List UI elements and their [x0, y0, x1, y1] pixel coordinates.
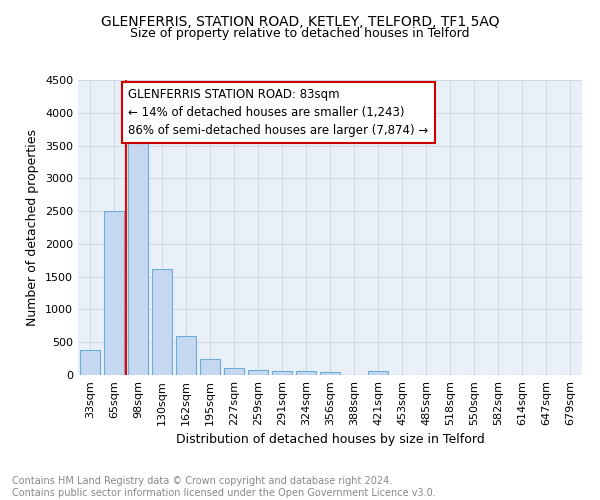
Bar [200, 360, 220, 375]
Bar [224, 368, 244, 375]
Bar [296, 372, 316, 375]
Bar [176, 336, 196, 375]
Bar [272, 372, 292, 375]
Text: Size of property relative to detached houses in Telford: Size of property relative to detached ho… [130, 28, 470, 40]
Bar [248, 370, 268, 375]
Bar [104, 211, 124, 375]
Y-axis label: Number of detached properties: Number of detached properties [26, 129, 40, 326]
X-axis label: Distribution of detached houses by size in Telford: Distribution of detached houses by size … [176, 434, 484, 446]
Bar [80, 350, 100, 375]
Bar [152, 269, 172, 375]
Bar [368, 371, 388, 375]
Bar [128, 132, 148, 375]
Text: GLENFERRIS, STATION ROAD, KETLEY, TELFORD, TF1 5AQ: GLENFERRIS, STATION ROAD, KETLEY, TELFOR… [101, 15, 499, 29]
Bar [320, 372, 340, 375]
Text: GLENFERRIS STATION ROAD: 83sqm
← 14% of detached houses are smaller (1,243)
86% : GLENFERRIS STATION ROAD: 83sqm ← 14% of … [128, 88, 428, 137]
Text: Contains HM Land Registry data © Crown copyright and database right 2024.
Contai: Contains HM Land Registry data © Crown c… [12, 476, 436, 498]
